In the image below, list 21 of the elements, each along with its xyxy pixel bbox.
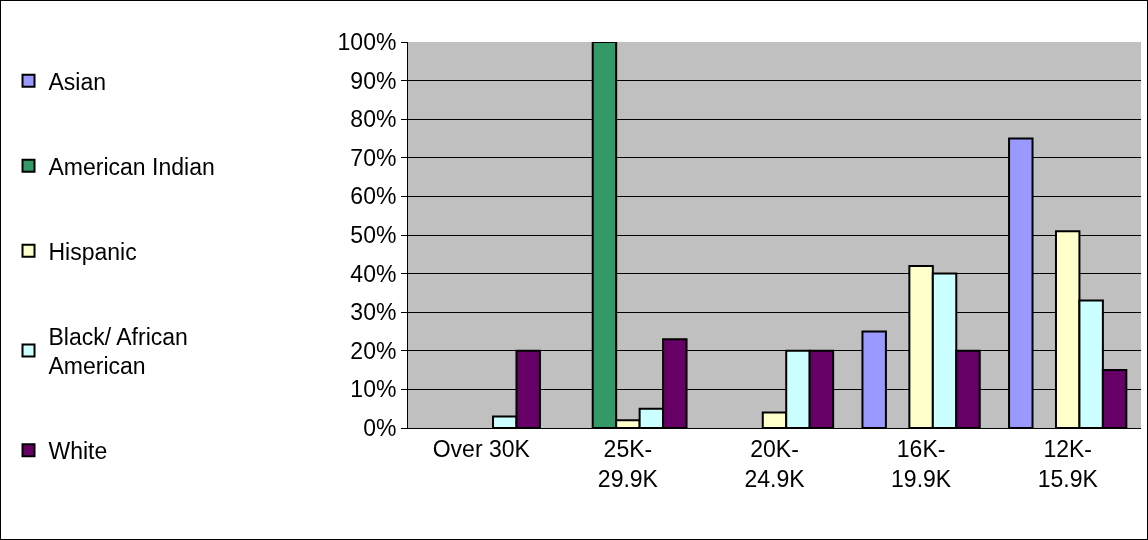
legend-label: Asian — [48, 68, 107, 95]
x-tick-label: Over 30K — [432, 435, 531, 462]
legend-label: American Indian — [48, 153, 215, 180]
legend-label: Black/ African American — [48, 323, 188, 380]
y-tick-label: 10% — [350, 376, 397, 403]
y-tick-label: 20% — [350, 337, 397, 364]
y-tick-label: 70% — [350, 144, 397, 171]
y-tick-label: 30% — [350, 299, 397, 326]
y-tick-label: 60% — [350, 183, 397, 210]
y-tick-label: 90% — [350, 67, 397, 94]
y-tick-label: 50% — [350, 222, 397, 249]
y-tick-label: 40% — [350, 260, 397, 287]
x-tick-label: 20K-24.9K — [744, 435, 806, 492]
x-tick-label: 16K-19.9K — [891, 435, 952, 492]
legend-label: Hispanic — [48, 238, 137, 265]
y-tick-label: 80% — [350, 106, 397, 133]
y-tick-label: 100% — [337, 29, 397, 56]
x-tick-label: 25K-29.9K — [597, 435, 659, 492]
legend-label: White — [48, 438, 108, 465]
y-tick-label: 0% — [363, 415, 397, 442]
x-tick-label: 12K-15.9K — [1037, 435, 1099, 492]
